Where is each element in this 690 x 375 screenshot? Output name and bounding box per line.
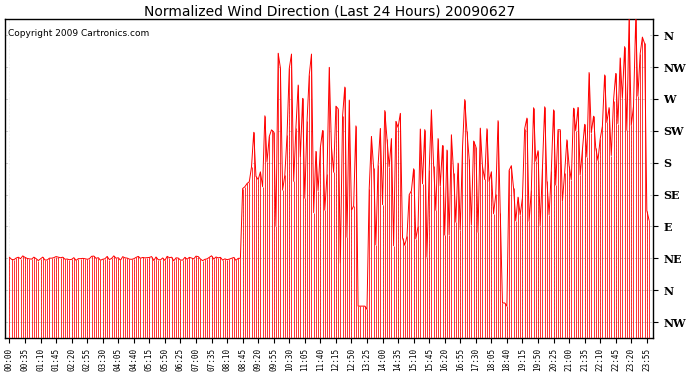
Text: Copyright 2009 Cartronics.com: Copyright 2009 Cartronics.com (8, 29, 150, 38)
Title: Normalized Wind Direction (Last 24 Hours) 20090627: Normalized Wind Direction (Last 24 Hours… (144, 4, 515, 18)
